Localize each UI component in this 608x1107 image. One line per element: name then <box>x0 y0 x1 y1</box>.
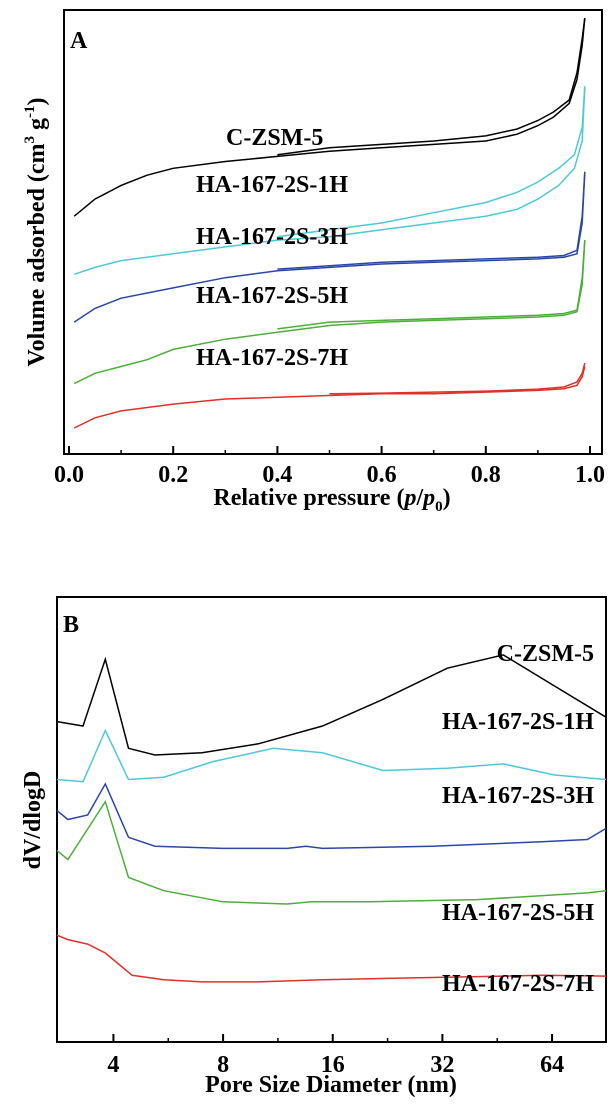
panel-a-lines <box>73 17 586 429</box>
series-line-ha-167-2s-7h-desorption <box>329 362 586 395</box>
series-line-ha-167-2s-1h-desorption <box>277 86 586 238</box>
panel-a-x-ticks: 0.0 0.2 0.4 0.6 0.8 1.0 <box>54 446 605 488</box>
panel-b-x-tick-label: 4 <box>107 1052 119 1078</box>
series-label-ha-167-2s-5h: HA-167-2S-5H <box>442 900 594 926</box>
series-label-c-zsm-5: C-ZSM-5 <box>226 125 323 151</box>
series-label-c-zsm-5: C-ZSM-5 <box>497 641 594 667</box>
series-label-ha-167-2s-1h: HA-167-2S-1H <box>442 709 594 735</box>
panel-b-frame <box>56 596 607 1043</box>
series-label-ha-167-2s-7h: HA-167-2S-7H <box>442 971 594 997</box>
panel-b-xlabel: Pore Size Diameter (nm) <box>205 1072 457 1098</box>
panel-b-x-tick-label: 8 <box>217 1052 229 1078</box>
panel-b-x-tick-label: 32 <box>430 1052 454 1078</box>
series-line-ha-167-2s-1h <box>56 728 607 783</box>
panel-a-frame <box>63 9 603 455</box>
series-line-c-zsm-5-adsorption <box>73 17 586 217</box>
panel-a-ylabel: Volume adsorbed (cm3 g-1) <box>22 97 50 366</box>
series-line-c-zsm-5 <box>56 654 607 756</box>
series-line-ha-167-2s-5h-adsorption <box>73 240 586 385</box>
series-line-ha-167-2s-7h-adsorption <box>73 366 586 429</box>
series-label-ha-167-2s-1h: HA-167-2S-1H <box>196 172 348 198</box>
series-line-ha-167-2s-1h-adsorption <box>73 86 586 276</box>
panel-a-x-tick-label: 0.8 <box>471 462 501 488</box>
panel-b-ylabel: dV/dlogD <box>20 771 46 870</box>
series-label-ha-167-2s-7h: HA-167-2S-7H <box>196 345 348 371</box>
panel-a-letter: A <box>70 28 88 54</box>
panel-a-x-tick-label: 0.6 <box>367 462 397 488</box>
panel-a-series-labels: C-ZSM-5 HA-167-2S-1H HA-167-2S-3H HA-167-2S… <box>196 125 348 371</box>
panel-a-x-tick-label: 0.4 <box>262 462 292 488</box>
series-line-ha-167-2s-5h-desorption <box>277 240 586 330</box>
series-line-ha-167-2s-3h <box>56 782 607 850</box>
panel-b-letter: B <box>63 612 79 638</box>
panel-b-lines <box>56 654 607 983</box>
series-line-ha-167-2s-3h-desorption <box>277 171 586 270</box>
panel-b-x-tick-label: 16 <box>321 1052 345 1078</box>
panel-b-x-tick-label: 64 <box>540 1052 564 1078</box>
series-line-ha-167-2s-7h <box>56 934 607 983</box>
series-label-ha-167-2s-3h: HA-167-2S-3H <box>196 224 348 250</box>
series-line-c-zsm-5-desorption <box>277 17 586 156</box>
panel-a-xlabel: Relative pressure (p/p0) <box>213 485 450 515</box>
panel-b-series-labels: C-ZSM-5 HA-167-2S-1H HA-167-2S-3H HA-167-2S… <box>442 641 594 997</box>
series-label-ha-167-2s-5h: HA-167-2S-5H <box>196 283 348 309</box>
panel-a-x-tick-label: 0.0 <box>54 462 84 488</box>
series-label-ha-167-2s-3h: HA-167-2S-3H <box>442 783 594 809</box>
panel-a-x-tick-label: 0.2 <box>158 462 188 488</box>
series-line-ha-167-2s-5h <box>56 799 607 905</box>
panel-a-x-tick-label: 1.0 <box>575 462 605 488</box>
series-line-ha-167-2s-3h-adsorption <box>73 171 586 323</box>
panel-b-x-ticks: 4 8 16 32 64 <box>107 1034 564 1078</box>
